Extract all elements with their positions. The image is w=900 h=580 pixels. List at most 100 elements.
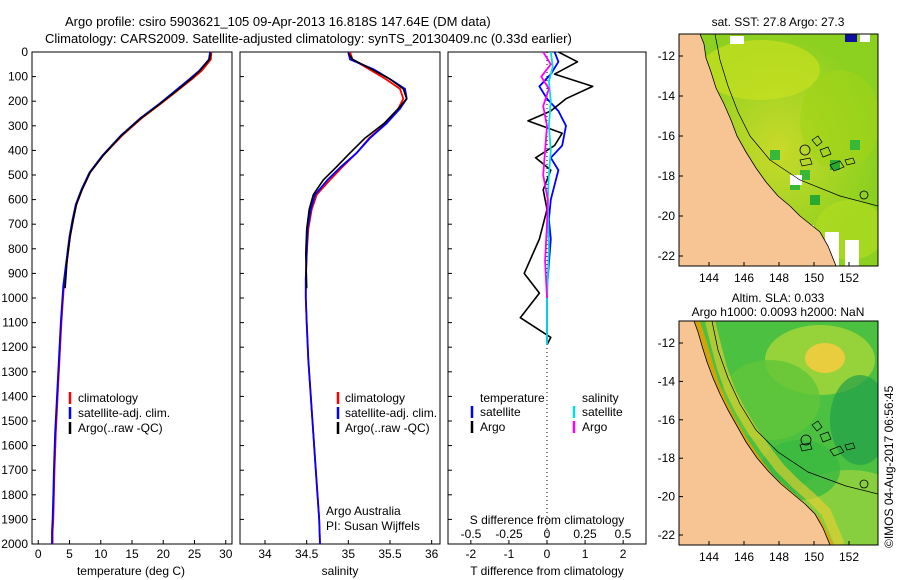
depth-tick-label: 300: [8, 119, 28, 133]
imos-timestamp: ©IMOS 04-Aug-2017 06:56:45: [882, 385, 896, 548]
t-difference-xaxis: -2 -1 0 1 2: [466, 540, 627, 561]
map-x-tick-label: 152: [839, 550, 859, 564]
legend-label-argo: Argo(..raw -QC): [345, 421, 430, 435]
depth-tick-label: 2000: [1, 537, 28, 551]
map-x-tick-label: 148: [769, 550, 789, 564]
series-argo-raw-qc: [64, 53, 212, 289]
legend-label-climatology: climatology: [345, 391, 405, 405]
s-difference-xlabel: S difference from climatology: [470, 513, 625, 527]
legend-label-s-satellite: satellite: [582, 405, 623, 419]
x-tick-label: -1: [504, 547, 515, 561]
legend-label-argo: Argo(..raw -QC): [78, 421, 163, 435]
salinity-legend: climatology satellite-adj. clim. Argo(..…: [336, 391, 437, 435]
x-tick-label: 35: [342, 547, 356, 561]
map-x-tick-label: 152: [839, 271, 859, 285]
s-tick-label: -0.5: [461, 527, 482, 541]
difference-series: [519, 52, 594, 346]
series-climatology: [304, 52, 405, 544]
x-tick-label: 15: [125, 547, 139, 561]
depth-tick-label: 1700: [1, 463, 28, 477]
sst-map-title: sat. SST: 27.8 Argo: 27.3: [712, 15, 845, 29]
series-salinity-satellite: [546, 52, 554, 345]
depth-tick-label: 400: [8, 143, 28, 157]
map-y-tick-label: -20: [658, 490, 676, 504]
s-tick-label: 0.25: [573, 527, 597, 541]
x-tick-label: 0: [35, 547, 42, 561]
x-tick-label: 34: [258, 547, 272, 561]
legend-label-t-argo: Argo: [480, 420, 506, 434]
legend-label-s-argo: Argo: [582, 420, 608, 434]
x-tick-label: 1: [582, 547, 589, 561]
depth-tick-label: 200: [8, 94, 28, 108]
sla-map-title-line2: Argo h1000: 0.0093 h2000: NaN: [692, 305, 865, 319]
depth-tick-label: 1300: [1, 365, 28, 379]
x-tick-label: 10: [94, 547, 108, 561]
depth-tick-label: 700: [8, 217, 28, 231]
x-tick-label: 34.5: [295, 547, 319, 561]
legend-label-satellite-adj: satellite-adj. clim.: [345, 406, 437, 420]
series-salinity-argo: [540, 52, 552, 299]
header-line1: Argo profile: csiro 5903621_105 09-Apr-2…: [65, 14, 491, 29]
x-tick-label: 2: [620, 547, 627, 561]
map-y-tick-label: -14: [658, 374, 676, 388]
depth-tick-label: 1600: [1, 439, 28, 453]
difference-legend: temperature salinity satellite Argo sate…: [470, 391, 623, 434]
s-tick-label: 0.5: [615, 527, 632, 541]
depth-tick-label: 1900: [1, 512, 28, 526]
map-y-tick-label: -16: [658, 413, 676, 427]
map-x-tick-label: 150: [804, 550, 824, 564]
depth-tick-label: 1500: [1, 414, 28, 428]
map-y-tick-label: -22: [658, 249, 676, 263]
legend-label-satellite-adj: satellite-adj. clim.: [78, 406, 170, 420]
legend-label-t-satellite: satellite: [480, 405, 521, 419]
x-tick-label: -2: [466, 547, 477, 561]
map-y-tick-label: -18: [658, 169, 676, 183]
series-argo-raw-qc: [304, 52, 408, 289]
depth-tick-label: 500: [8, 168, 28, 182]
map-x-tick-label: 146: [734, 271, 754, 285]
depth-axis: 0 100 200 300 400 500 600 700 800 900 1000 1100 1200…: [1, 45, 452, 551]
series-satellite-adj-clim: [304, 52, 408, 544]
sst-map: [679, 34, 878, 266]
map-x-tick-label: 144: [699, 550, 719, 564]
temperature-xaxis: 0 5 10 15 20 25 30: [35, 540, 233, 561]
series-temperature-argo: [519, 52, 594, 346]
x-tick-label: 5: [66, 547, 73, 561]
depth-tick-label: 1800: [1, 488, 28, 502]
temperature-legend: climatology satellite-adj. clim. Argo(..…: [68, 391, 170, 435]
credit-argo-australia: Argo Australia: [326, 504, 401, 518]
depth-tick-label: 1400: [1, 389, 28, 403]
header-line2: Climatology: CARS2009. Satellite-adjuste…: [45, 31, 572, 46]
t-difference-xlabel: T difference from climatology: [470, 564, 624, 578]
depth-tick-label: 800: [8, 242, 28, 256]
legend-label-climatology: climatology: [78, 391, 138, 405]
depth-tick-label: 600: [8, 193, 28, 207]
s-tick-label: -0.25: [495, 527, 523, 541]
depth-tick-label: 900: [8, 266, 28, 280]
x-tick-label: 36: [425, 547, 439, 561]
x-tick-label: 30: [219, 547, 233, 561]
map-y-tick-label: -14: [658, 89, 676, 103]
salinity-panel-frame: [239, 51, 441, 545]
salinity-xlabel: salinity: [322, 564, 359, 578]
map-y-tick-label: -18: [658, 451, 676, 465]
s-difference-xaxis: -0.5 -0.25 0 0.25 0.5: [461, 527, 632, 541]
salinity-xaxis: 34 34.5 35 35.5 36: [258, 540, 439, 561]
sla-map: [679, 321, 878, 545]
depth-tick-label: 1200: [1, 340, 28, 354]
map-y-tick-label: -12: [658, 336, 676, 350]
depth-tick-label: 0: [21, 45, 28, 59]
credit-pi: PI: Susan Wijffels: [326, 519, 420, 533]
series-temperature-satellite: [538, 52, 567, 343]
x-tick-label: 20: [157, 547, 171, 561]
temperature-xlabel: temperature (deg C): [77, 564, 185, 578]
map-x-tick-label: 146: [734, 550, 754, 564]
series-satellite-adj-clim: [51, 52, 211, 544]
sla-map-axes: 144 146 148 150 152 -12 -14 -16 -18 -20 -22: [658, 336, 860, 564]
x-tick-label: 0: [544, 547, 551, 561]
salinity-series: [304, 52, 408, 544]
map-x-tick-label: 148: [769, 271, 789, 285]
depth-tick-label: 1100: [2, 316, 28, 330]
map-y-tick-label: -20: [658, 209, 676, 223]
